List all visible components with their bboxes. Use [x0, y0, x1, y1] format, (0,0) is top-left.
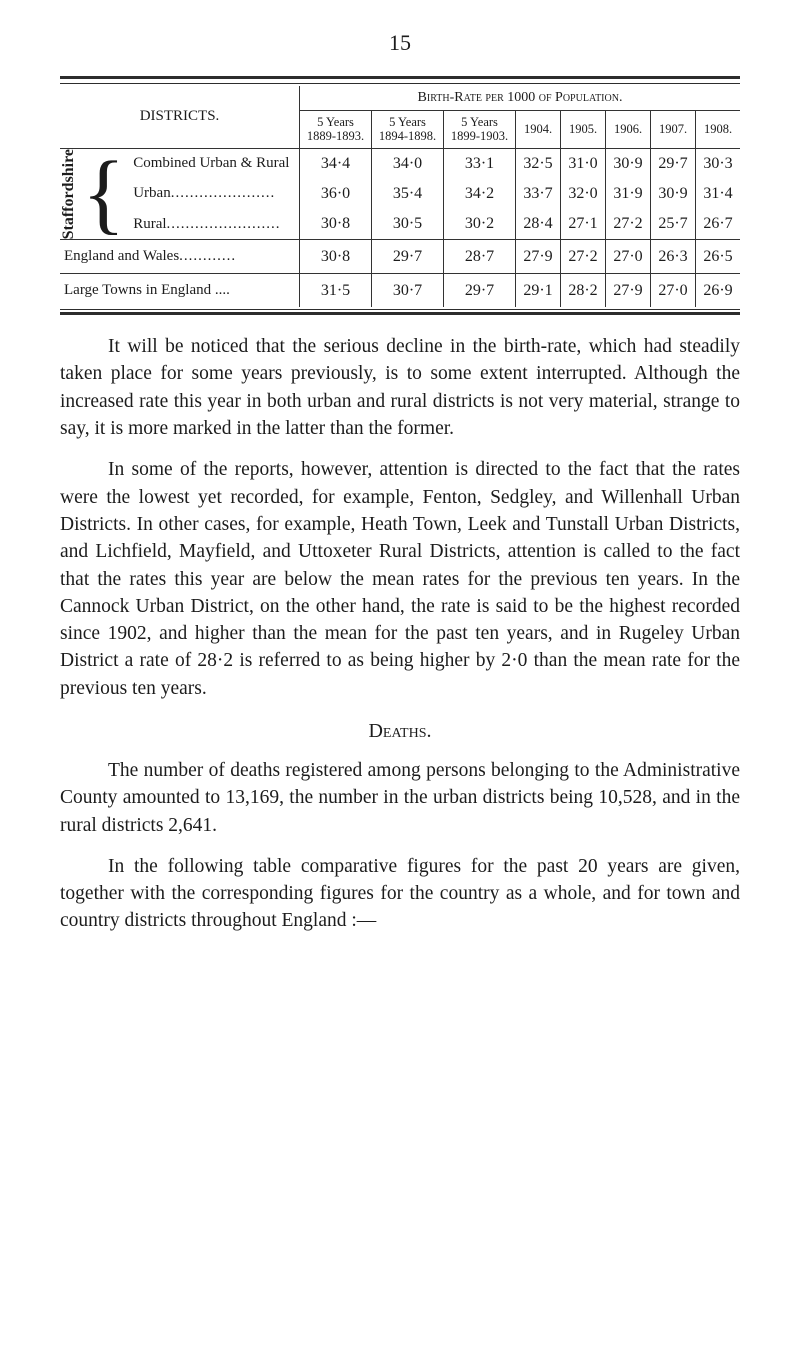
- col-5-top: 1906.: [614, 122, 642, 136]
- table-row: Rural........................ 30·8 30·5 …: [60, 209, 740, 240]
- birthrate-table: DISTRICTS. Birth-Rate per 1000 of Popula…: [60, 86, 740, 307]
- col-1-bot: 1894-1898.: [379, 129, 436, 143]
- leader-dots: ........................: [167, 216, 281, 232]
- col-0-bot: 1889-1893.: [307, 129, 364, 143]
- col-6-top: 1907.: [659, 122, 687, 136]
- cell: 28·7: [444, 240, 516, 274]
- cell: 30·9: [651, 179, 696, 209]
- rule-bottom: [60, 312, 740, 315]
- page-number: 15: [60, 30, 740, 56]
- col-0-top: 5 Years: [317, 115, 354, 129]
- rule-bottom-thin: [60, 309, 740, 310]
- col-1-top: 5 Years: [389, 115, 426, 129]
- col-2-top: 5 Years: [461, 115, 498, 129]
- cell: 27·0: [651, 274, 696, 308]
- row-label-0: Combined Urban & Rural: [133, 155, 289, 171]
- col-4-top: 1905.: [569, 122, 597, 136]
- cell: 27·1: [561, 209, 606, 240]
- staffordshire-label: Staffordshire: [60, 149, 78, 239]
- cell: 32·0: [561, 179, 606, 209]
- row-label-largetowns: Large Towns in England ....: [64, 282, 230, 298]
- paragraph-1: It will be noticed that the serious decl…: [60, 333, 740, 442]
- row-label-england: England and Wales: [64, 248, 179, 264]
- cell: 27·0: [606, 240, 651, 274]
- cell: 36·0: [300, 179, 372, 209]
- paragraph-2: In some of the reports, however, attenti…: [60, 456, 740, 702]
- cell: 30·8: [300, 240, 372, 274]
- cell: 27·9: [516, 240, 561, 274]
- cell: 27·2: [606, 209, 651, 240]
- cell: 26·3: [651, 240, 696, 274]
- districts-label: DISTRICTS.: [140, 108, 220, 124]
- paragraph-3: The number of deaths registered among pe…: [60, 757, 740, 839]
- cell: 35·4: [372, 179, 444, 209]
- cell: 30·2: [444, 209, 516, 240]
- cell: 34·2: [444, 179, 516, 209]
- cell: 27·9: [606, 274, 651, 308]
- cell: 30·5: [372, 209, 444, 240]
- cell: 30·9: [606, 148, 651, 179]
- table-row: Large Towns in England .... 31·5 30·7 29…: [60, 274, 740, 308]
- leader-dots: ............: [179, 248, 236, 264]
- rule-top: [60, 76, 740, 79]
- cell: 31·9: [606, 179, 651, 209]
- cell: 29·7: [372, 240, 444, 274]
- cell: 30·7: [372, 274, 444, 308]
- cell: 28·2: [561, 274, 606, 308]
- cell: 34·0: [372, 148, 444, 179]
- cell: 29·7: [444, 274, 516, 308]
- col-3-top: 1904.: [524, 122, 552, 136]
- cell: 34·4: [300, 148, 372, 179]
- cell: 28·4: [516, 209, 561, 240]
- row-label-1: Urban: [133, 185, 171, 201]
- table-row: Staffordshire { Combined Urban & Rural 3…: [60, 148, 740, 179]
- cell: 30·8: [300, 209, 372, 240]
- cell: 29·1: [516, 274, 561, 308]
- birthrate-group-header: Birth-Rate per 1000 of Population.: [300, 86, 741, 111]
- cell: 32·5: [516, 148, 561, 179]
- cell: 25·7: [651, 209, 696, 240]
- cell: 26·9: [696, 274, 741, 308]
- brace-icon: {: [78, 148, 129, 239]
- col-2-bot: 1899-1903.: [451, 129, 508, 143]
- cell: 31·5: [300, 274, 372, 308]
- rule-top-thin: [60, 83, 740, 84]
- cell: 29·7: [651, 148, 696, 179]
- cell: 27·2: [561, 240, 606, 274]
- row-label-2: Rural: [133, 216, 166, 232]
- cell: 31·4: [696, 179, 741, 209]
- leader-dots: ......................: [171, 185, 276, 201]
- cell: 26·7: [696, 209, 741, 240]
- paragraph-4: In the following table comparative figur…: [60, 853, 740, 935]
- deaths-heading: Deaths.: [60, 720, 740, 743]
- col-7-top: 1908.: [704, 122, 732, 136]
- cell: 30·3: [696, 148, 741, 179]
- cell: 26·5: [696, 240, 741, 274]
- table-row: Urban...................... 36·0 35·4 34…: [60, 179, 740, 209]
- table-row: England and Wales............ 30·8 29·7 …: [60, 240, 740, 274]
- cell: 31·0: [561, 148, 606, 179]
- cell: 33·7: [516, 179, 561, 209]
- cell: 33·1: [444, 148, 516, 179]
